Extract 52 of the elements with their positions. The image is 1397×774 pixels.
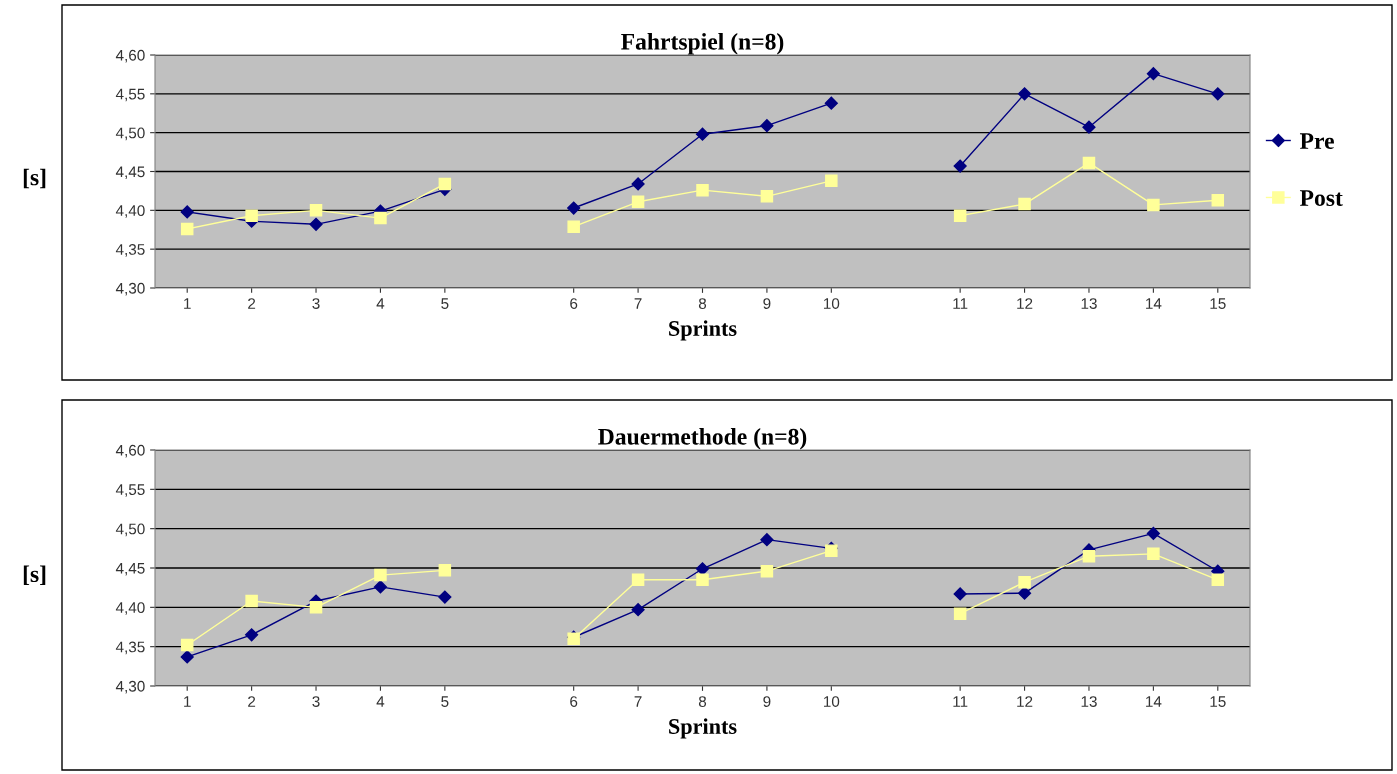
y-tick-label: 4,35 (115, 641, 145, 655)
y-axis-title: [s] (23, 168, 46, 189)
y-tick-label: 4,60 (115, 49, 145, 63)
x-tick-label: 3 (312, 298, 320, 309)
x-tick-label: 9 (763, 298, 771, 309)
x-tick-label: 7 (634, 298, 642, 309)
x-tick-label: 14 (1146, 696, 1162, 707)
x-tick-label: 2 (248, 696, 256, 707)
x-axis-title: Sprints (669, 718, 737, 739)
x-tick-label: 13 (1081, 696, 1097, 707)
legend-label: Post (1299, 190, 1343, 206)
y-tick-label: 4,40 (115, 602, 145, 615)
y-tick-label: 4,60 (115, 444, 145, 458)
x-tick-label: 11 (953, 696, 968, 707)
chart-title: Fahrtspiel (n=8) (621, 33, 784, 55)
x-tick-label: 15 (1210, 298, 1226, 309)
y-tick-label: 4,55 (115, 88, 145, 102)
x-axis-title: Sprints (669, 320, 737, 341)
x-tick-label: 4 (376, 298, 385, 309)
x-tick-label: 12 (1017, 696, 1033, 707)
x-tick-label: 4 (376, 696, 385, 707)
y-tick-label: 4,50 (115, 127, 145, 141)
y-tick-label: 4,30 (115, 680, 145, 694)
x-tick-label: 1 (184, 298, 191, 309)
x-tick-label: 6 (570, 696, 578, 707)
y-tick-label: 4,45 (115, 166, 145, 179)
x-tick-label: 7 (634, 696, 642, 707)
x-tick-label: 6 (570, 298, 578, 309)
x-tick-label: 10 (823, 696, 840, 707)
y-tick-label: 4,55 (115, 484, 145, 497)
x-tick-label: 1 (184, 696, 191, 707)
x-tick-label: 2 (248, 298, 256, 309)
x-tick-label: 5 (441, 298, 449, 309)
x-tick-label: 9 (763, 696, 771, 707)
x-tick-label: 11 (953, 298, 968, 309)
x-tick-label: 5 (441, 696, 449, 707)
y-tick-label: 4,45 (115, 563, 145, 576)
x-tick-label: 13 (1081, 298, 1097, 309)
x-tick-label: 10 (823, 298, 840, 309)
x-tick-label: 8 (698, 696, 707, 707)
y-tick-label: 4,40 (115, 205, 145, 218)
legend-label: Pre (1299, 133, 1334, 149)
x-tick-label: 14 (1146, 298, 1162, 309)
y-tick-label: 4,35 (115, 244, 145, 257)
chart-title: Dauermethode (n=8) (598, 428, 807, 450)
x-tick-label: 3 (312, 696, 320, 707)
y-axis-title: [s] (23, 565, 46, 586)
x-tick-label: 15 (1210, 696, 1226, 707)
y-tick-label: 4,50 (115, 523, 145, 537)
x-tick-label: 12 (1017, 298, 1033, 309)
x-tick-label: 8 (698, 298, 707, 309)
y-tick-label: 4,30 (115, 282, 145, 296)
